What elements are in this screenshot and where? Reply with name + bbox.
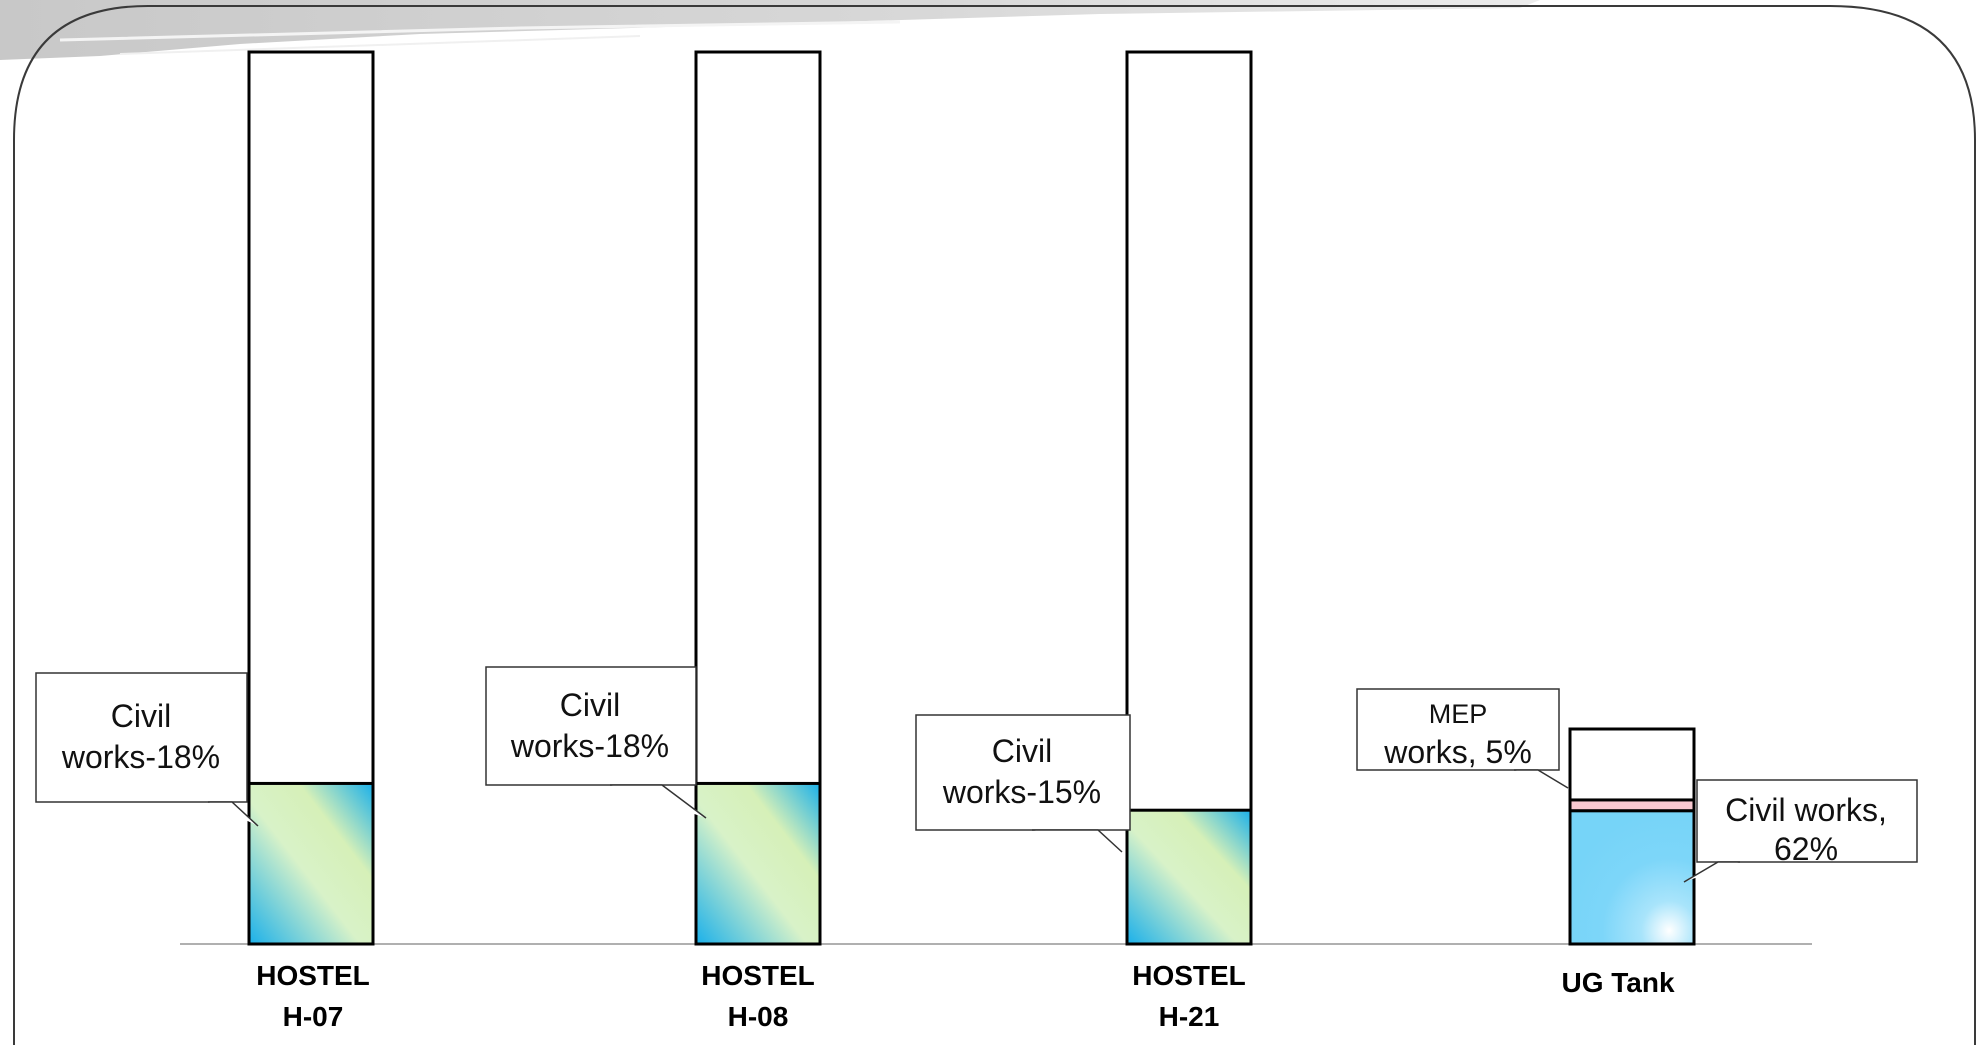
callout-box — [1356, 688, 1560, 771]
callout-label: 62% — [1774, 831, 1838, 867]
callout-label: works, 5% — [1383, 734, 1532, 770]
category-label: UG Tank — [1561, 967, 1674, 998]
callout-label: Civil — [560, 687, 620, 723]
bar-segment-civil-works — [1568, 809, 1696, 946]
category-label: H-07 — [283, 1001, 344, 1032]
bar-group-4 — [1568, 727, 1696, 946]
bar-outline — [247, 50, 375, 946]
brush-stroke-decoration — [0, 0, 1540, 60]
callout-label: works-18% — [510, 728, 669, 764]
bar-segment-civil-works — [247, 781, 375, 946]
callout-box — [485, 666, 697, 786]
category-label: HOSTEL — [701, 960, 815, 991]
bar-outline — [1568, 727, 1696, 946]
callout-label: works-18% — [61, 739, 220, 775]
category-label: H-21 — [1159, 1001, 1220, 1032]
slide-frame — [13, 5, 1976, 1045]
callout-label: works-15% — [942, 774, 1101, 810]
callout-label: Civil works, — [1725, 792, 1887, 828]
data-callout: MEP works, 5% — [1356, 688, 1569, 789]
category-label: HOSTEL — [256, 960, 370, 991]
bar-group-3 — [1125, 50, 1253, 946]
bar-group-2 — [694, 50, 822, 946]
callout-label: Civil — [992, 733, 1052, 769]
callout-box — [35, 672, 248, 803]
category-label: H-08 — [728, 1001, 789, 1032]
data-callout: Civil works-18% — [485, 666, 707, 819]
callout-label: Civil — [111, 698, 171, 734]
bar-segment-civil-works — [694, 781, 822, 946]
category-label: HOSTEL — [1132, 960, 1246, 991]
callout-box — [915, 714, 1131, 831]
callout-pointer — [208, 801, 259, 827]
callout-pointer — [1032, 829, 1123, 853]
bar-group-1 — [247, 50, 375, 946]
data-callout: Civil works-15% — [915, 714, 1131, 853]
callout-label: MEP — [1429, 699, 1488, 729]
bar-segment-civil-works — [1125, 808, 1253, 946]
callout-pointer — [1683, 861, 1740, 883]
bar-outline — [1125, 50, 1253, 946]
bar-segment-mep-works — [1568, 798, 1696, 813]
data-callout: Civil works,62% — [1683, 779, 1918, 883]
callout-pointer — [1514, 769, 1569, 789]
callout-box — [1696, 779, 1918, 863]
data-callout: Civil works-18% — [35, 672, 259, 827]
bar-outline — [694, 50, 822, 946]
callout-pointer — [610, 784, 707, 819]
